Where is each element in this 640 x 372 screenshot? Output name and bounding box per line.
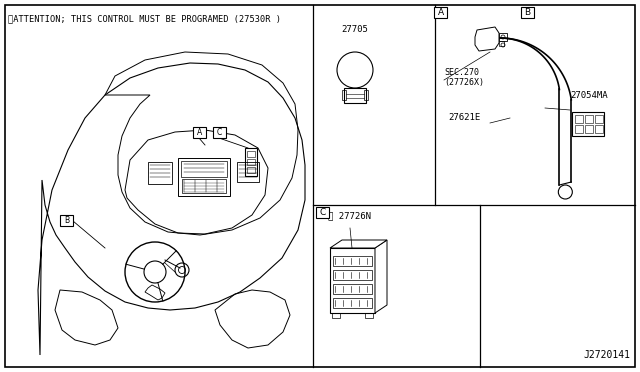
Polygon shape bbox=[375, 240, 387, 313]
Bar bbox=[364, 90, 368, 100]
Bar bbox=[247, 151, 255, 157]
Bar bbox=[193, 127, 206, 138]
Bar bbox=[572, 112, 604, 136]
Polygon shape bbox=[330, 240, 387, 248]
Text: ※ATTENTION; THIS CONTROL MUST BE PROGRAMED (27530R ): ※ATTENTION; THIS CONTROL MUST BE PROGRAM… bbox=[8, 14, 281, 23]
Bar bbox=[344, 88, 366, 103]
Bar bbox=[585, 125, 593, 133]
Text: B: B bbox=[64, 216, 69, 225]
Bar bbox=[247, 167, 255, 173]
Bar bbox=[333, 284, 372, 294]
Bar bbox=[181, 161, 227, 177]
Text: A: A bbox=[437, 8, 444, 17]
Bar bbox=[585, 115, 593, 123]
Bar bbox=[316, 207, 329, 218]
Bar bbox=[245, 148, 257, 176]
Text: 27621E: 27621E bbox=[448, 113, 480, 122]
Bar bbox=[178, 158, 230, 196]
Bar bbox=[434, 7, 447, 18]
Bar bbox=[332, 313, 340, 318]
Text: (27726X): (27726X) bbox=[444, 78, 484, 87]
Bar bbox=[237, 162, 259, 182]
Text: SEC.270: SEC.270 bbox=[444, 68, 479, 77]
Bar bbox=[333, 256, 372, 266]
Text: C: C bbox=[319, 208, 326, 217]
Bar bbox=[365, 313, 373, 318]
Bar bbox=[499, 33, 507, 41]
Bar bbox=[521, 7, 534, 18]
Text: 27705: 27705 bbox=[342, 25, 369, 34]
Text: 27054MA: 27054MA bbox=[570, 91, 607, 100]
Bar bbox=[342, 90, 346, 100]
Bar bbox=[333, 298, 372, 308]
Text: C: C bbox=[217, 128, 222, 137]
Text: A: A bbox=[197, 128, 202, 137]
Bar bbox=[595, 115, 603, 123]
Text: B: B bbox=[524, 8, 531, 17]
Bar bbox=[148, 162, 172, 184]
Bar bbox=[333, 270, 372, 280]
Text: J2720141: J2720141 bbox=[583, 350, 630, 360]
Bar bbox=[575, 115, 583, 123]
Bar bbox=[60, 215, 73, 226]
Bar bbox=[575, 125, 583, 133]
Bar bbox=[595, 125, 603, 133]
Bar bbox=[330, 248, 375, 313]
Bar bbox=[182, 179, 226, 193]
Bar bbox=[247, 159, 255, 165]
Bar bbox=[213, 127, 226, 138]
Bar bbox=[499, 41, 504, 46]
Text: ※ 27726N: ※ 27726N bbox=[328, 211, 371, 220]
